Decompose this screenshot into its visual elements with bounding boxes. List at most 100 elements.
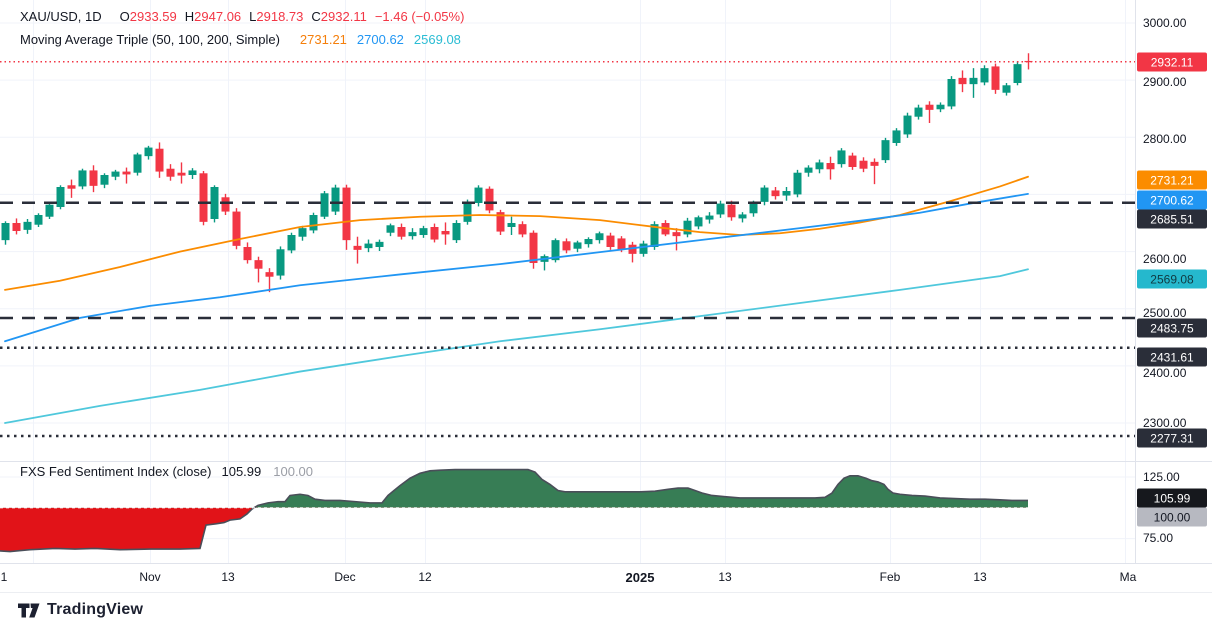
ohlc-value: 2947.06 xyxy=(194,9,242,24)
candle-body xyxy=(870,161,879,166)
price-tick-label: 2300.00 xyxy=(1143,416,1187,430)
time-axis[interactable]: 1 Nov 13 Dec 12 2025 13 Feb 13 Ma xyxy=(0,564,1212,592)
change-value: −1.46 (−0.05%) xyxy=(374,9,465,24)
candle-body xyxy=(1002,85,1011,93)
time-tick-label: Nov xyxy=(139,570,161,584)
ohlc-values: O2933.59 H2947.06 L2918.73 C2932.11 xyxy=(112,9,367,24)
candle-body xyxy=(1024,60,1033,63)
price-tick-label: 2900.00 xyxy=(1143,75,1187,89)
candle-body xyxy=(485,188,494,211)
candle-body xyxy=(155,148,164,172)
candle-body xyxy=(56,187,65,207)
candle-body xyxy=(408,232,417,237)
candle-body xyxy=(430,227,439,240)
candle-body xyxy=(980,68,989,83)
sentiment-indicator-title[interactable]: FXS Fed Sentiment Index (close) xyxy=(20,464,212,479)
candle-body xyxy=(837,150,846,165)
time-tick-label: 13 xyxy=(221,570,235,584)
candle-body xyxy=(364,243,373,249)
candle-body xyxy=(122,171,131,175)
price-badge: 2685.51 xyxy=(1137,209,1207,229)
candle-body xyxy=(562,241,571,251)
ma-line-100 xyxy=(4,192,1029,343)
ohlc-key: C xyxy=(311,9,321,24)
candle-body xyxy=(551,240,560,261)
candle-body xyxy=(507,223,516,227)
ma-indicator-title[interactable]: Moving Average Triple (50, 100, 200, Sim… xyxy=(20,32,280,47)
candle-body xyxy=(826,163,835,170)
sentiment-line xyxy=(0,468,1028,553)
candle-body xyxy=(232,211,241,246)
candle-body xyxy=(298,228,307,237)
price-badge: 100.00 xyxy=(1137,507,1207,527)
candle-body xyxy=(815,162,824,170)
candle-body xyxy=(210,187,219,219)
candle-body xyxy=(936,104,945,110)
candle-body xyxy=(705,215,714,220)
symbol-title[interactable]: XAU/USD, 1D xyxy=(20,9,102,24)
ohlc-key: O xyxy=(119,9,130,24)
ohlc-key: H xyxy=(184,9,195,24)
time-tick-label: Feb xyxy=(879,570,901,584)
price-badge: 105.99 xyxy=(1137,488,1207,508)
price-badge: 2569.08 xyxy=(1137,269,1207,289)
candle-body xyxy=(309,215,318,231)
sentiment-legend-row[interactable]: FXS Fed Sentiment Index (close) 105.99 100… xyxy=(20,464,313,479)
candle-body xyxy=(859,160,868,169)
price-badge: 2431.61 xyxy=(1137,347,1207,367)
candle-body xyxy=(716,203,725,215)
candle-body xyxy=(529,232,538,263)
price-badge: 2700.62 xyxy=(1137,190,1207,210)
candle-body xyxy=(23,221,32,230)
candle-body xyxy=(452,223,461,241)
price-badge: 2932.11 xyxy=(1137,52,1207,72)
ma-legend-row[interactable]: Moving Average Triple (50, 100, 200, Sim… xyxy=(20,32,461,47)
candle-body xyxy=(958,77,967,85)
price-badge: 2731.21 xyxy=(1137,170,1207,190)
candle-body xyxy=(177,172,186,176)
ohlc-value: 2918.73 xyxy=(256,9,304,24)
price-axis[interactable]: 3000.00 2900.00 2800.00 2600.00 2500.00 2400.… xyxy=(1136,0,1212,563)
price-tick-label: 2600.00 xyxy=(1143,252,1187,266)
candle-body xyxy=(265,272,274,277)
candle-body xyxy=(78,170,87,187)
candle-body xyxy=(760,187,769,202)
candle-body xyxy=(287,235,296,251)
candle-body xyxy=(683,220,692,235)
time-tick-label: 1 xyxy=(0,570,8,584)
candle-body xyxy=(342,187,351,241)
candle-body xyxy=(650,224,659,247)
candle-body xyxy=(199,173,208,222)
sentiment-value: 105.99 xyxy=(221,464,262,479)
time-tick-label: 12 xyxy=(418,570,432,584)
symbol-legend-row[interactable]: XAU/USD, 1D O2933.59 H2947.06 L2918.73 C2932… xyxy=(20,9,464,24)
ma-value: 2731.21 xyxy=(299,32,347,47)
tradingview-watermark[interactable]: TradingView xyxy=(18,601,143,619)
candle-body xyxy=(463,201,472,222)
candle-body xyxy=(144,147,153,157)
candle-body xyxy=(111,171,120,177)
ma-line-200 xyxy=(4,268,1029,424)
price-tick-label: 3000.00 xyxy=(1143,16,1187,30)
price-tick-label: 2400.00 xyxy=(1143,366,1187,380)
candle-body xyxy=(793,172,802,195)
candle-body xyxy=(34,215,43,225)
candle-body xyxy=(914,107,923,117)
candle-body xyxy=(243,247,252,261)
candle-body xyxy=(771,190,780,197)
candle-body xyxy=(441,231,450,235)
candle-body xyxy=(419,228,428,235)
tradingview-watermark-text: TradingView xyxy=(47,601,144,618)
candle-body xyxy=(276,249,285,276)
candle-body xyxy=(474,187,483,203)
candle-body xyxy=(397,227,406,237)
candle-body xyxy=(45,204,54,217)
candle-body xyxy=(727,204,736,218)
ma-value: 2569.08 xyxy=(413,32,461,47)
candle-body xyxy=(947,79,956,107)
candle-body xyxy=(188,170,197,175)
candle-body xyxy=(881,140,890,161)
tradingview-logo-icon xyxy=(18,603,40,617)
